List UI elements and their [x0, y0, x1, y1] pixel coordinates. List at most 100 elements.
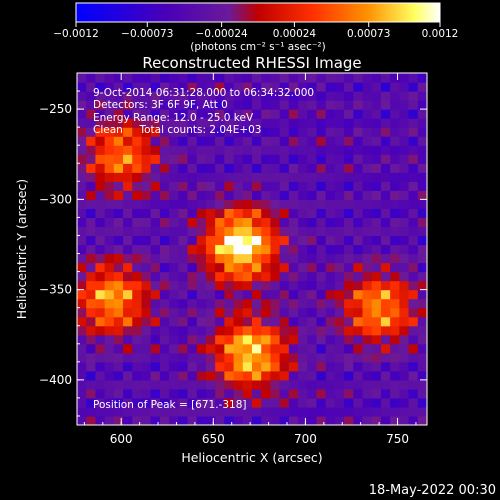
heatmap-pixel — [233, 118, 244, 128]
heatmap-pixel — [178, 379, 189, 390]
heatmap-pixel — [270, 352, 281, 363]
heatmap-pixel — [298, 415, 308, 425]
heatmap-pixel — [279, 316, 290, 327]
heatmap-pixel — [353, 379, 364, 390]
heatmap-pixel — [298, 298, 308, 309]
heatmap-pixel — [123, 253, 133, 264]
heatmap-pixel — [196, 253, 207, 264]
heatmap-pixel — [353, 307, 364, 318]
heatmap-pixel — [417, 226, 427, 237]
heatmap-pixel — [344, 136, 354, 146]
heatmap-pixel — [417, 334, 427, 345]
heatmap-pixel — [334, 136, 345, 146]
heatmap-pixel — [371, 415, 382, 425]
heatmap-pixel — [325, 280, 336, 291]
heatmap-pixel — [86, 109, 97, 119]
heatmap-pixel — [77, 208, 87, 219]
heatmap-pixel — [150, 379, 161, 390]
heatmap-pixel — [261, 289, 272, 300]
heatmap-pixel — [252, 118, 262, 128]
heatmap-pixel — [123, 289, 133, 300]
heatmap-pixel — [417, 82, 427, 92]
heatmap-pixel — [307, 307, 318, 318]
heatmap-pixel — [95, 271, 106, 282]
heatmap-pixel — [279, 163, 290, 173]
heatmap-pixel — [169, 271, 179, 282]
heatmap-pixel — [113, 415, 124, 425]
heatmap-pixel — [298, 118, 308, 128]
colorbar-tick-label: −0.00073 — [121, 28, 173, 40]
heatmap-pixel — [123, 244, 133, 255]
heatmap-pixel — [215, 343, 225, 354]
heatmap-pixel — [298, 343, 308, 354]
heatmap-pixel — [178, 244, 189, 255]
heatmap-pixel — [408, 316, 419, 327]
heatmap-pixel — [178, 154, 189, 164]
heatmap-pixel — [325, 253, 336, 264]
heatmap-pixel — [417, 127, 427, 137]
heatmap-pixel — [390, 244, 400, 255]
heatmap-pixel — [77, 100, 87, 110]
heatmap-pixel — [104, 163, 115, 173]
heatmap-pixel — [95, 199, 106, 209]
heatmap-pixel — [215, 235, 225, 246]
heatmap-pixel — [344, 145, 354, 155]
heatmap-pixel — [408, 109, 419, 119]
heatmap-pixel — [270, 316, 281, 327]
heatmap-pixel — [104, 334, 115, 345]
heatmap-pixel — [334, 334, 345, 345]
heatmap-pixel — [169, 136, 179, 146]
heatmap-pixel — [334, 352, 345, 363]
heatmap-pixel — [371, 361, 382, 372]
heatmap-pixel — [178, 325, 189, 336]
heatmap-pixel — [298, 127, 308, 137]
heatmap-pixel — [187, 415, 198, 425]
heatmap-pixel — [196, 406, 207, 417]
heatmap-pixel — [95, 280, 106, 291]
heatmap-pixel — [224, 226, 235, 237]
heatmap-pixel — [205, 370, 216, 381]
heatmap-pixel — [242, 361, 253, 372]
heatmap-pixel — [95, 226, 106, 237]
heatmap-pixel — [141, 73, 152, 83]
heatmap-pixel — [417, 280, 427, 291]
plot-frame — [76, 72, 428, 426]
heatmap-pixel — [353, 163, 364, 173]
heatmap-pixel — [408, 163, 419, 173]
heatmap-pixel — [252, 208, 262, 219]
heatmap-pixel — [307, 406, 318, 417]
heatmap-pixel — [325, 316, 336, 327]
heatmap-pixel — [132, 235, 143, 246]
heatmap-pixel — [298, 181, 308, 191]
heatmap-pixel — [141, 289, 152, 300]
heatmap-pixel — [141, 406, 152, 417]
heatmap-pixel — [233, 397, 244, 408]
heatmap-pixel — [417, 109, 427, 119]
heatmap-pixel — [242, 136, 253, 146]
heatmap-pixel — [86, 379, 97, 390]
heatmap-pixel — [123, 73, 133, 83]
heatmap-pixel — [380, 226, 391, 237]
heatmap-pixel — [344, 307, 354, 318]
heatmap-pixel — [344, 289, 354, 300]
heatmap-pixel — [261, 181, 272, 191]
heatmap-pixel — [307, 226, 318, 237]
heatmap-pixel — [399, 118, 410, 128]
heatmap-pixel — [288, 235, 299, 246]
heatmap-pixel — [104, 406, 115, 417]
heatmap-pixel — [86, 352, 97, 363]
heatmap-pixel — [132, 91, 143, 101]
heatmap-pixel — [233, 100, 244, 110]
heatmap-pixel — [86, 271, 97, 282]
heatmap-pixel — [288, 316, 299, 327]
heatmap-pixel — [316, 379, 327, 390]
heatmap-pixel — [178, 289, 189, 300]
heatmap-pixel — [252, 91, 262, 101]
heatmap-pixel — [399, 199, 410, 209]
heatmap-pixel — [123, 154, 133, 164]
heatmap-pixel — [159, 244, 170, 255]
heatmap-pixel — [362, 316, 373, 327]
heatmap-pixel — [371, 172, 382, 182]
heatmap-pixel — [86, 82, 97, 92]
heatmap-pixel — [288, 307, 299, 318]
